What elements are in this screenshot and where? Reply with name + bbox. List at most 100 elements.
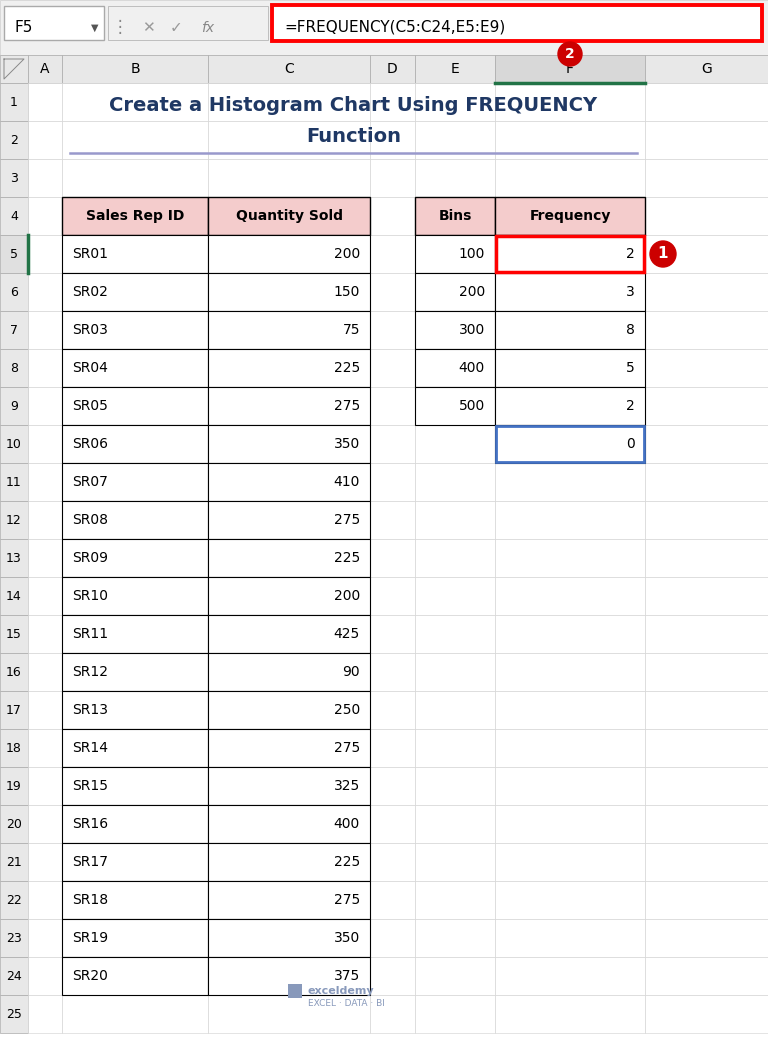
Bar bbox=[0, 691, 28, 729]
Bar bbox=[415, 577, 495, 615]
Text: 275: 275 bbox=[334, 513, 360, 527]
Bar bbox=[415, 615, 495, 653]
Text: 0: 0 bbox=[626, 437, 635, 451]
Bar bbox=[645, 159, 768, 197]
Bar bbox=[645, 349, 768, 387]
Bar bbox=[28, 463, 62, 501]
Text: ▼: ▼ bbox=[91, 23, 99, 32]
Bar bbox=[28, 995, 62, 1033]
Text: Bins: Bins bbox=[439, 209, 472, 223]
Bar bbox=[208, 919, 370, 957]
Bar bbox=[0, 653, 28, 691]
Bar bbox=[415, 653, 495, 691]
Text: 275: 275 bbox=[334, 741, 360, 755]
Text: 100: 100 bbox=[458, 247, 485, 260]
Bar bbox=[28, 197, 62, 235]
Bar bbox=[62, 197, 208, 235]
Bar bbox=[415, 425, 495, 463]
Bar bbox=[495, 349, 645, 387]
Bar bbox=[208, 235, 370, 273]
Bar bbox=[62, 501, 208, 539]
Bar bbox=[415, 311, 495, 349]
Bar bbox=[370, 159, 415, 197]
Bar bbox=[415, 349, 495, 387]
Bar bbox=[495, 995, 645, 1033]
Text: 25: 25 bbox=[6, 1008, 22, 1020]
Bar bbox=[0, 805, 28, 843]
Bar bbox=[496, 235, 644, 272]
Bar bbox=[370, 501, 415, 539]
Text: 3: 3 bbox=[10, 172, 18, 184]
Bar bbox=[288, 984, 302, 998]
Bar bbox=[208, 729, 370, 767]
Bar bbox=[62, 919, 208, 957]
Bar bbox=[415, 805, 495, 843]
Bar bbox=[62, 349, 208, 387]
Text: 200: 200 bbox=[334, 589, 360, 603]
Bar bbox=[495, 273, 645, 311]
Bar bbox=[208, 805, 370, 843]
Bar bbox=[208, 767, 370, 805]
Text: 350: 350 bbox=[334, 437, 360, 451]
Text: 325: 325 bbox=[334, 779, 360, 793]
Bar bbox=[0, 349, 28, 387]
Bar bbox=[370, 349, 415, 387]
Bar bbox=[208, 919, 370, 957]
Bar bbox=[370, 577, 415, 615]
Bar bbox=[0, 880, 28, 919]
Bar bbox=[0, 0, 768, 55]
Bar bbox=[370, 957, 415, 995]
Bar bbox=[495, 843, 645, 880]
Text: ✓: ✓ bbox=[170, 20, 182, 35]
Bar bbox=[645, 463, 768, 501]
Bar bbox=[370, 691, 415, 729]
Text: 3: 3 bbox=[626, 286, 635, 299]
Bar bbox=[415, 121, 495, 159]
Text: 20: 20 bbox=[6, 818, 22, 830]
Bar bbox=[370, 387, 415, 425]
Text: 2: 2 bbox=[565, 47, 575, 61]
Bar bbox=[645, 311, 768, 349]
Bar bbox=[208, 615, 370, 653]
Bar bbox=[370, 843, 415, 880]
Bar bbox=[28, 653, 62, 691]
Bar bbox=[0, 387, 28, 425]
Bar bbox=[28, 501, 62, 539]
Bar bbox=[645, 197, 768, 235]
Text: 2: 2 bbox=[626, 399, 635, 413]
Bar bbox=[415, 767, 495, 805]
Bar bbox=[28, 83, 62, 121]
Text: D: D bbox=[387, 63, 398, 76]
Text: SR08: SR08 bbox=[72, 513, 108, 527]
Bar bbox=[415, 273, 495, 311]
Bar bbox=[62, 121, 208, 159]
Bar bbox=[370, 55, 415, 83]
Text: fx: fx bbox=[201, 21, 214, 34]
Text: SR19: SR19 bbox=[72, 931, 108, 945]
Bar bbox=[208, 691, 370, 729]
Text: SR16: SR16 bbox=[72, 817, 108, 832]
Bar bbox=[62, 957, 208, 995]
Bar bbox=[645, 55, 768, 83]
Bar bbox=[0, 159, 28, 197]
Bar bbox=[28, 387, 62, 425]
Text: 10: 10 bbox=[6, 438, 22, 450]
Text: 200: 200 bbox=[334, 247, 360, 260]
Bar bbox=[495, 197, 645, 235]
Text: Frequency: Frequency bbox=[529, 209, 611, 223]
Bar bbox=[62, 273, 208, 311]
Text: 5: 5 bbox=[10, 248, 18, 260]
Bar bbox=[645, 501, 768, 539]
Bar bbox=[495, 159, 645, 197]
Bar bbox=[208, 311, 370, 349]
Bar bbox=[0, 957, 28, 995]
Bar bbox=[495, 805, 645, 843]
Bar bbox=[415, 995, 495, 1033]
Bar bbox=[415, 387, 495, 425]
Bar bbox=[4, 6, 104, 40]
Bar bbox=[645, 653, 768, 691]
Text: 350: 350 bbox=[334, 931, 360, 945]
Text: SR20: SR20 bbox=[72, 969, 108, 983]
Bar bbox=[208, 159, 370, 197]
Bar bbox=[645, 919, 768, 957]
